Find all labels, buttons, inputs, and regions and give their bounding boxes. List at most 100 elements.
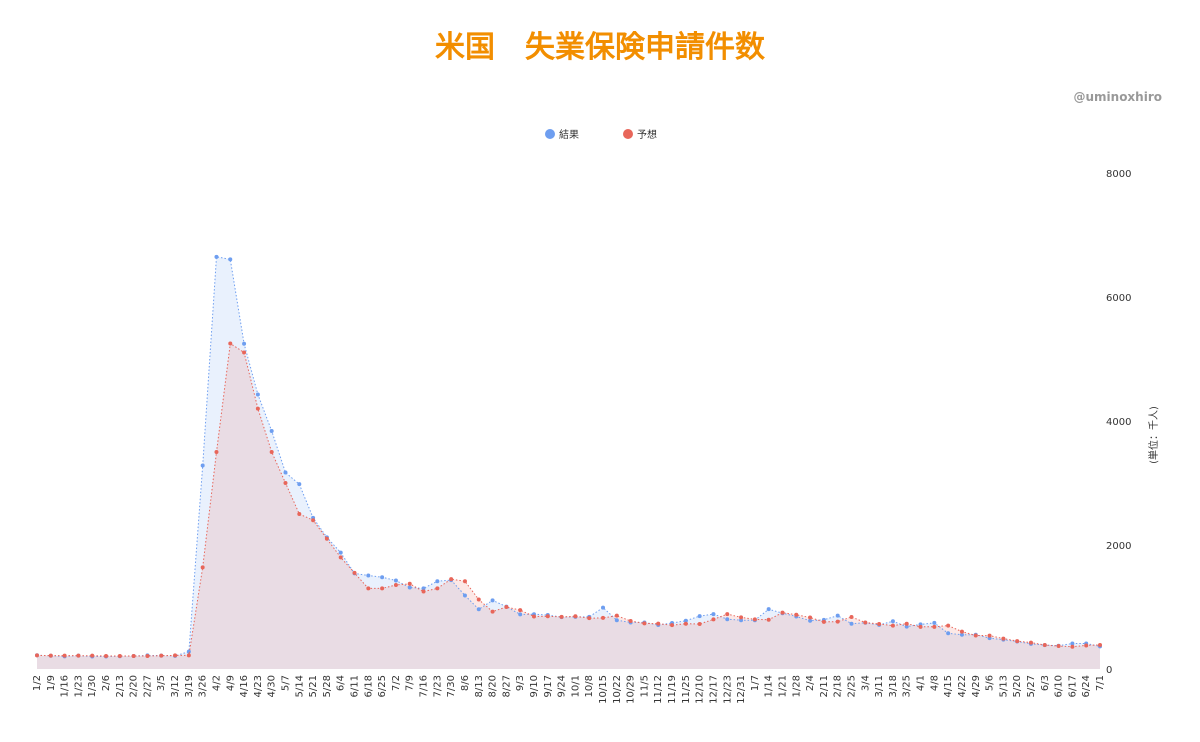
x-tick-label: 12/10	[695, 675, 706, 704]
x-tick-label: 6/25	[377, 675, 388, 697]
chart-title: 米国 失業保険申請件数	[435, 30, 766, 65]
x-tick-label: 8/20	[488, 675, 499, 697]
x-tick-label: 2/25	[847, 675, 858, 697]
data-point	[932, 624, 937, 629]
x-tick-label: 4/16	[239, 675, 250, 697]
data-point	[946, 631, 951, 636]
x-tick-label: 7/2	[391, 675, 402, 691]
x-tick-label: 4/9	[225, 675, 236, 691]
series-area	[37, 256, 1100, 669]
data-point	[1001, 636, 1006, 641]
data-point	[656, 621, 661, 626]
data-point	[159, 653, 164, 658]
x-tick-label: 1/2	[32, 675, 43, 691]
data-point	[573, 614, 578, 619]
x-tick-label: 3/25	[902, 675, 913, 697]
data-point	[104, 653, 109, 658]
x-tick-label: 6/10	[1054, 675, 1065, 697]
x-tick-label: 11/19	[667, 675, 678, 704]
data-point	[228, 257, 233, 262]
data-point	[877, 622, 882, 627]
x-tick-label: 12/17	[708, 675, 719, 704]
x-tick-label: 7/23	[432, 675, 443, 697]
data-point	[393, 578, 398, 583]
data-point	[890, 623, 895, 628]
x-tick-label: 2/6	[101, 675, 112, 691]
x-tick-label: 1/28	[791, 675, 802, 697]
data-point	[531, 614, 536, 619]
data-point	[601, 615, 606, 620]
x-tick-label: 4/22	[957, 675, 968, 697]
data-point	[725, 617, 730, 622]
x-tick-label: 9/17	[543, 675, 554, 697]
data-point	[449, 577, 454, 582]
legend-marker	[623, 129, 633, 139]
data-point	[476, 607, 481, 612]
data-point	[1056, 644, 1061, 649]
data-point	[766, 617, 771, 622]
legend-label: 結果	[559, 128, 579, 141]
data-point	[1028, 640, 1033, 645]
x-tick-label: 5/7	[280, 675, 291, 691]
data-point	[145, 653, 150, 658]
data-point	[338, 550, 343, 555]
data-point	[890, 619, 895, 624]
data-point	[904, 624, 909, 629]
x-tick-label: 6/17	[1067, 675, 1078, 697]
data-point	[366, 586, 371, 591]
x-tick-label: 1/9	[46, 675, 57, 691]
x-tick-label: 3/18	[888, 675, 899, 697]
x-tick-label: 2/27	[142, 675, 153, 697]
y-tick-label: 6000	[1106, 293, 1131, 304]
data-point	[808, 618, 813, 623]
data-point	[476, 597, 481, 602]
data-point	[545, 614, 550, 619]
x-tick-label: 7/9	[405, 675, 416, 691]
data-point	[946, 623, 951, 628]
data-point	[518, 612, 523, 617]
data-point	[214, 254, 219, 259]
series-area	[37, 343, 1100, 669]
data-point	[904, 621, 909, 626]
data-point	[380, 586, 385, 591]
data-point	[462, 593, 467, 598]
data-point	[297, 482, 302, 487]
data-point	[711, 617, 716, 622]
data-point	[739, 618, 744, 623]
data-point	[711, 612, 716, 617]
data-point	[835, 619, 840, 624]
data-point	[587, 616, 592, 621]
x-tick-label: 10/22	[612, 675, 623, 704]
data-point	[1042, 643, 1047, 648]
x-tick-label: 11/12	[653, 675, 664, 704]
data-point	[835, 613, 840, 618]
x-tick-label: 8/13	[474, 675, 485, 697]
data-point	[242, 350, 247, 355]
x-tick-label: 5/20	[1012, 675, 1023, 697]
data-point	[366, 573, 371, 578]
x-tick-label: 1/23	[73, 675, 84, 697]
data-point	[352, 570, 357, 575]
data-point	[932, 620, 937, 625]
data-point	[559, 614, 564, 619]
data-point	[518, 608, 523, 613]
data-point	[117, 653, 122, 658]
data-point	[504, 605, 509, 609]
x-tick-label: 1/16	[60, 675, 71, 697]
x-tick-label: 2/18	[833, 675, 844, 697]
data-point	[642, 621, 647, 626]
data-point	[752, 617, 757, 622]
data-point	[614, 613, 619, 618]
x-tick-label: 2/4	[805, 675, 816, 691]
legend-marker	[545, 129, 555, 139]
data-point	[683, 618, 688, 623]
x-tick-label: 5/14	[294, 675, 305, 697]
data-point	[628, 618, 633, 623]
y-tick-label: 2000	[1106, 541, 1131, 552]
data-point	[462, 579, 467, 584]
data-point	[186, 649, 191, 654]
x-tick-label: 4/8	[929, 675, 940, 691]
x-tick-label: 1/21	[777, 675, 788, 697]
data-point	[794, 612, 799, 617]
